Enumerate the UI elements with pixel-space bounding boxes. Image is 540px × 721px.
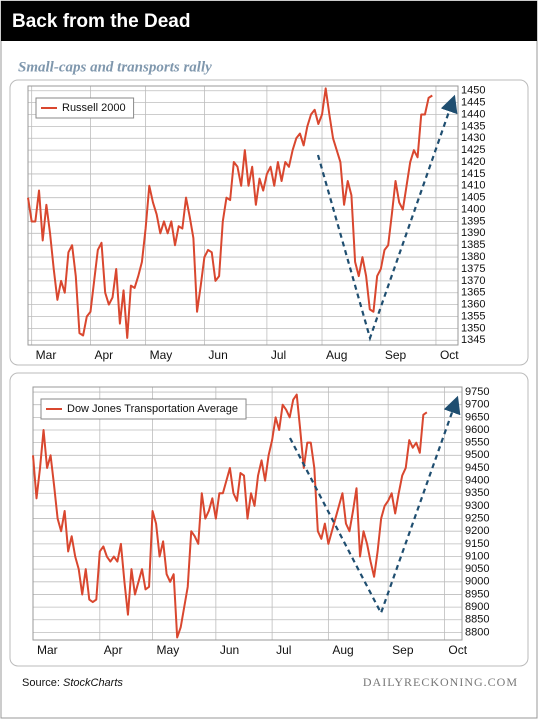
y-tick-label: 9050 bbox=[465, 563, 489, 575]
x-tick-label: Oct bbox=[440, 348, 459, 362]
y-tick-label: 9400 bbox=[465, 475, 489, 487]
y-tick-label: 1350 bbox=[461, 322, 485, 334]
y-tick-label: 9250 bbox=[465, 512, 489, 524]
y-tick-label: 1425 bbox=[461, 144, 485, 156]
legend-label: Russell 2000 bbox=[62, 102, 126, 114]
y-tick-label: 8950 bbox=[465, 588, 489, 600]
y-tick-label: 1445 bbox=[461, 97, 485, 109]
x-tick-label: Mar bbox=[37, 643, 58, 657]
y-tick-label: 9600 bbox=[465, 424, 489, 436]
y-tick-label: 1430 bbox=[461, 132, 485, 144]
legend: Dow Jones Transportation Average bbox=[40, 398, 247, 420]
y-tick-label: 9750 bbox=[465, 386, 489, 398]
x-tick-label: Jul bbox=[276, 643, 291, 657]
line-series bbox=[32, 393, 428, 639]
y-tick-label: 8800 bbox=[465, 626, 489, 638]
y-tick-label: 8850 bbox=[465, 614, 489, 626]
source-label: Source: bbox=[22, 677, 60, 689]
title: Back from the Dead bbox=[12, 11, 190, 32]
y-tick-label: 9450 bbox=[465, 462, 489, 474]
x-tick-label: Oct bbox=[448, 643, 467, 657]
y-tick-label: 1380 bbox=[461, 251, 485, 263]
y-tick-label: 1440 bbox=[461, 108, 485, 120]
y-tick-label: 1395 bbox=[461, 215, 485, 227]
legend: Russell 2000 bbox=[35, 97, 135, 119]
y-tick-label: 1400 bbox=[461, 203, 485, 215]
x-tick-label: Aug bbox=[326, 348, 347, 362]
title-bar bbox=[1, 1, 537, 41]
y-tick-label: 1420 bbox=[461, 156, 485, 168]
subtitle: Small-caps and transports rally bbox=[18, 59, 212, 75]
y-tick-label: 1390 bbox=[461, 227, 485, 239]
legend-box bbox=[35, 97, 135, 119]
annotation-arrow bbox=[289, 395, 461, 616]
y-tick-label: 1415 bbox=[461, 168, 485, 180]
y-tick-label: 9150 bbox=[465, 538, 489, 550]
y-tick-label: 9100 bbox=[465, 550, 489, 562]
plot-border bbox=[27, 85, 459, 346]
y-tick-label: 1405 bbox=[461, 192, 485, 204]
y-tick-label: 1435 bbox=[461, 120, 485, 132]
x-tick-label: Jun bbox=[208, 348, 227, 362]
y-tick-label: 9500 bbox=[465, 449, 489, 461]
y-tick-label: 1385 bbox=[461, 239, 485, 251]
x-tick-label: Jul bbox=[271, 348, 286, 362]
source: Source: StockCharts bbox=[22, 677, 123, 689]
y-tick-label: 9550 bbox=[465, 437, 489, 449]
annotation-arrow bbox=[316, 94, 458, 342]
y-tick-label: 1360 bbox=[461, 299, 485, 311]
x-tick-label: Sep bbox=[392, 643, 414, 657]
y-tick-label: 9350 bbox=[465, 487, 489, 499]
source-name: StockCharts bbox=[63, 677, 123, 689]
x-tick-label: May bbox=[150, 348, 173, 362]
y-tick-label: 9000 bbox=[465, 576, 489, 588]
y-tick-label: 9700 bbox=[465, 399, 489, 411]
y-tick-label: 8900 bbox=[465, 601, 489, 613]
x-tick-label: Jun bbox=[220, 643, 239, 657]
y-tick-label: 9300 bbox=[465, 500, 489, 512]
y-tick-label: 1370 bbox=[461, 275, 485, 287]
line-series bbox=[27, 87, 433, 339]
x-tick-label: Mar bbox=[36, 348, 57, 362]
credit: DAILYRECKONING.COM bbox=[363, 675, 518, 689]
plot-border bbox=[32, 386, 463, 641]
y-tick-label: 1410 bbox=[461, 180, 485, 192]
x-tick-label: Sep bbox=[385, 348, 407, 362]
panel bbox=[9, 79, 529, 366]
x-tick-label: Apr bbox=[94, 348, 113, 362]
x-tick-label: Apr bbox=[104, 643, 123, 657]
x-tick-label: May bbox=[157, 643, 180, 657]
y-tick-label: 9200 bbox=[465, 525, 489, 537]
x-tick-label: Aug bbox=[332, 643, 353, 657]
y-tick-label: 1355 bbox=[461, 310, 485, 322]
legend-box bbox=[40, 398, 247, 420]
y-tick-label: 1365 bbox=[461, 287, 485, 299]
y-tick-label: 1375 bbox=[461, 263, 485, 275]
y-tick-label: 1450 bbox=[461, 85, 485, 97]
y-tick-label: 1345 bbox=[461, 334, 485, 346]
legend-label: Dow Jones Transportation Average bbox=[67, 403, 238, 415]
panel bbox=[9, 372, 529, 667]
y-tick-label: 9650 bbox=[465, 411, 489, 423]
